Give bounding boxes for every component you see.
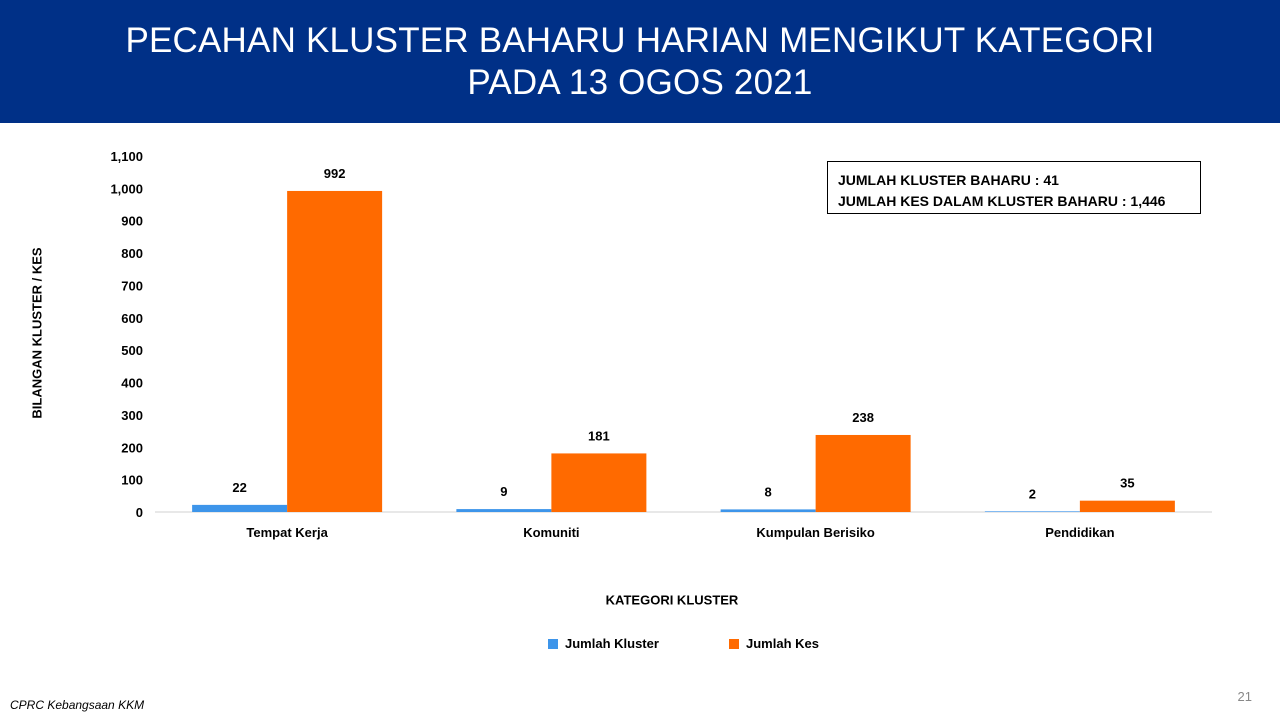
legend-label-kluster: Jumlah Kluster <box>565 636 659 651</box>
source-credit: CPRC Kebangsaan KKM <box>10 698 145 712</box>
x-axis-label: KATEGORI KLUSTER <box>605 592 739 608</box>
legend-swatch-kes <box>729 638 739 649</box>
legend-item-kes: Jumlah Kes <box>729 636 819 651</box>
x-tick-label: Tempat Kerja <box>246 525 328 540</box>
legend-swatch-kluster <box>548 638 558 649</box>
chart-legend: Jumlah Kluster Jumlah Kes <box>0 636 1280 654</box>
data-label: 9 <box>500 484 507 499</box>
title-banner: PECAHAN KLUSTER BAHARU HARIAN MENGIKUT K… <box>0 0 1280 123</box>
data-label: 8 <box>765 484 772 499</box>
data-label: 181 <box>588 428 610 443</box>
x-tick-label: Kumpulan Berisiko <box>756 525 875 540</box>
y-tick-label: 1,000 <box>110 181 143 196</box>
y-tick-label: 800 <box>121 246 143 261</box>
legend-label-kes: Jumlah Kes <box>746 636 819 651</box>
page-title-line-1: PECAHAN KLUSTER BAHARU HARIAN MENGIKUT K… <box>125 20 1155 60</box>
bar-kluster <box>720 509 816 512</box>
bar-kes <box>1079 500 1175 512</box>
y-tick-label: 300 <box>121 408 143 423</box>
y-tick-label: 400 <box>121 376 143 391</box>
bar-kes <box>815 434 911 512</box>
y-tick-label: 200 <box>121 440 143 455</box>
summary-total-cases: JUMLAH KES DALAM KLUSTER BAHARU : 1,446 <box>838 193 1166 209</box>
page-number: 21 <box>1237 689 1252 704</box>
y-tick-label: 100 <box>121 473 143 488</box>
data-label: 35 <box>1120 476 1134 491</box>
y-tick-label: 900 <box>121 214 143 229</box>
y-tick-label: 0 <box>136 505 143 520</box>
bar-kes <box>287 190 383 512</box>
data-label: 992 <box>324 166 346 181</box>
bar-kes <box>551 453 647 512</box>
y-tick-label: 700 <box>121 278 143 293</box>
summary-box: JUMLAH KLUSTER BAHARU : 41 JUMLAH KES DA… <box>827 161 1201 214</box>
y-tick-label: 1,100 <box>110 149 143 164</box>
legend-item-kluster: Jumlah Kluster <box>548 636 659 651</box>
x-tick-label: Pendidikan <box>1045 525 1114 540</box>
summary-total-clusters: JUMLAH KLUSTER BAHARU : 41 <box>838 172 1059 188</box>
x-tick-label: Komuniti <box>523 525 579 540</box>
bar-kluster <box>984 511 1080 512</box>
y-tick-label: 500 <box>121 343 143 358</box>
bar-kluster <box>192 504 288 512</box>
data-label: 2 <box>1029 486 1036 501</box>
page-title-line-2: PADA 13 OGOS 2021 <box>467 62 813 102</box>
data-label: 238 <box>852 410 874 425</box>
bar-kluster <box>456 509 552 512</box>
y-tick-label: 600 <box>121 311 143 326</box>
data-label: 22 <box>232 480 246 495</box>
